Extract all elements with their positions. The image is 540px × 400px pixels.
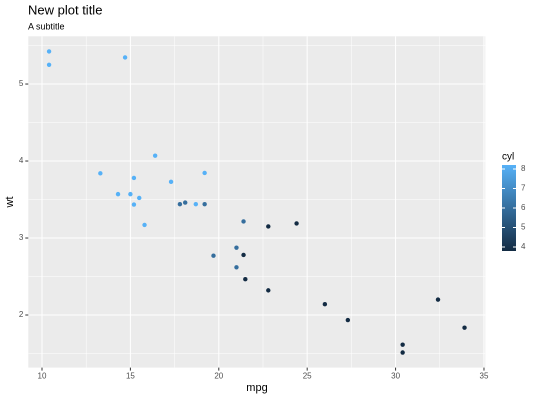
legend-label: 5: [521, 223, 526, 232]
x-tick-label: 15: [126, 372, 135, 381]
point: [400, 350, 405, 355]
point: [202, 201, 207, 207]
legend-title: cyl: [502, 152, 514, 163]
y-tick-label: 2: [19, 310, 24, 319]
y-tick-label: 5: [19, 79, 24, 88]
point: [462, 325, 467, 330]
point: [234, 245, 239, 250]
y-tick-label: 3: [19, 233, 24, 242]
point: [177, 201, 183, 207]
point: [131, 202, 137, 207]
point: [115, 191, 121, 197]
point: [46, 62, 52, 67]
x-axis-title: mpg: [246, 382, 267, 394]
point: [435, 297, 441, 302]
plot-layer: 10 15 20 25 30 35 2 3 4 5 4 5 6 7 8: [19, 36, 526, 381]
point: [46, 49, 52, 54]
point: [266, 224, 271, 229]
legend-label: 6: [521, 203, 526, 212]
chart-title: New plot title: [28, 2, 102, 17]
point: [122, 55, 128, 60]
point: [202, 170, 207, 176]
point: [243, 277, 248, 282]
point: [211, 253, 216, 258]
point: [183, 200, 188, 205]
panel: [28, 36, 486, 368]
legend-label: 4: [521, 242, 526, 251]
chart-subtitle: A subtitle: [28, 21, 65, 31]
point: [294, 221, 299, 226]
point: [137, 195, 142, 201]
point: [266, 288, 271, 293]
colorbar: [502, 165, 516, 251]
legend-label: 7: [521, 184, 526, 193]
point: [142, 222, 147, 228]
point: [128, 191, 133, 197]
y-tick-label: 4: [19, 156, 24, 165]
point: [345, 317, 351, 323]
point: [241, 219, 246, 224]
point: [322, 302, 328, 307]
point: [400, 342, 405, 347]
point: [193, 201, 199, 207]
legend-label: 8: [521, 164, 526, 173]
y-axis-title: wt: [4, 197, 16, 209]
x-tick-label: 20: [214, 372, 223, 381]
x-tick-label: 30: [391, 372, 400, 381]
point: [168, 179, 174, 185]
x-tick-label: 35: [480, 372, 489, 381]
point: [241, 252, 246, 258]
point: [131, 175, 137, 181]
point: [98, 171, 103, 176]
x-tick-label: 25: [303, 372, 312, 381]
point: [234, 265, 239, 270]
x-tick-label: 10: [38, 372, 47, 381]
point: [152, 153, 158, 158]
